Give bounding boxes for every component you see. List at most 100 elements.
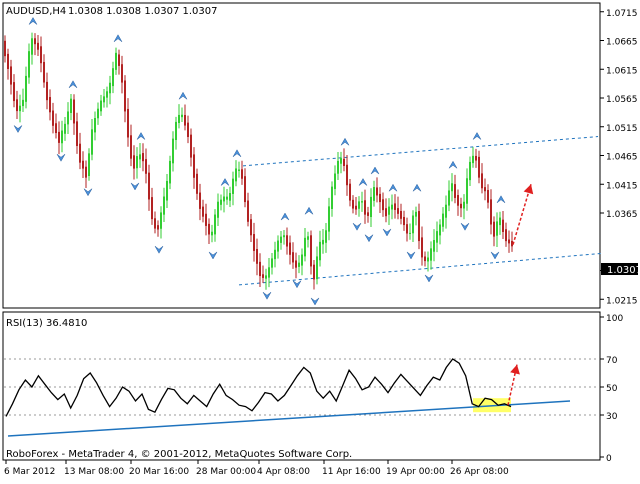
candle-body <box>322 239 324 245</box>
rsi-label: RSI(13) 36.4810 <box>6 318 87 329</box>
fractal-up-icon <box>496 195 506 203</box>
rsi-forecast-arrow <box>507 364 518 406</box>
candle-body <box>364 200 366 215</box>
fractal-down-icon <box>490 251 500 260</box>
candle-body <box>289 242 291 255</box>
candle-body <box>235 168 237 182</box>
candle-body <box>457 195 459 206</box>
candle-body <box>355 205 357 210</box>
fractal-markers <box>13 17 506 306</box>
candle-body <box>268 267 270 278</box>
candle-body <box>334 173 336 189</box>
candle-body <box>211 231 213 236</box>
candle-body <box>175 121 177 140</box>
arrowhead-icon <box>523 184 534 195</box>
candle-body <box>433 240 435 252</box>
candle-body <box>418 211 420 242</box>
candle-body <box>217 201 219 218</box>
candle-body <box>208 223 210 235</box>
candle-body <box>328 206 330 232</box>
candle-body <box>292 252 294 263</box>
candle-body <box>277 240 279 252</box>
candle-body <box>283 235 285 238</box>
candle-body <box>178 114 180 124</box>
current-price-label: 1.0307 <box>607 265 640 276</box>
fractal-down-icon <box>56 154 66 162</box>
channel-lower-line <box>238 252 604 286</box>
candle-body <box>73 99 75 124</box>
candle-body <box>499 217 501 226</box>
candle-body <box>460 203 462 209</box>
fractal-down-icon <box>130 182 140 191</box>
candle-body <box>496 221 498 236</box>
candle-body <box>187 122 189 137</box>
forecast-arrows <box>507 184 534 406</box>
candle-body <box>13 82 15 102</box>
candle-body <box>163 196 165 215</box>
candle-body <box>52 110 54 126</box>
candle-body <box>502 219 504 232</box>
candle-body <box>436 231 438 243</box>
candle-body <box>157 225 159 230</box>
candle-body <box>190 134 192 158</box>
candle-body <box>58 131 60 143</box>
fractal-down-icon <box>406 251 416 260</box>
candle-body <box>439 224 441 236</box>
candle-body <box>19 105 21 112</box>
candle-body <box>226 196 228 200</box>
candle-body <box>478 156 480 178</box>
candle-body <box>487 189 489 203</box>
candle-body <box>172 138 174 164</box>
candle-body <box>43 61 45 83</box>
rsi-panel[interactable] <box>2 311 601 461</box>
candle-body <box>109 82 111 94</box>
candle-body <box>463 201 465 209</box>
candle-body <box>325 230 327 243</box>
price-tick-label: 1.0465 <box>606 153 638 163</box>
fractal-down-icon <box>292 280 302 289</box>
copyright-footer: RoboForex - MetaTrader 4, © 2001-2012, M… <box>6 449 352 460</box>
candle-body <box>31 38 33 55</box>
candle-body <box>124 80 126 112</box>
candle-body <box>181 114 183 118</box>
fractal-up-icon <box>178 91 188 100</box>
candle-body <box>424 256 426 262</box>
candle-body <box>148 172 150 200</box>
candle-body <box>166 180 168 201</box>
candle-body <box>442 213 444 227</box>
candle-body <box>409 232 411 234</box>
candle-body <box>139 154 141 160</box>
candle-body <box>76 121 78 147</box>
candle-body <box>448 190 450 206</box>
candle-body <box>403 216 405 226</box>
candle-body <box>313 264 315 280</box>
candle-body <box>286 235 288 247</box>
candle-body <box>37 42 39 50</box>
candle-body <box>133 155 135 169</box>
candle-body <box>262 274 264 278</box>
candle-body <box>370 196 372 218</box>
fractal-down-icon <box>424 274 434 283</box>
candle-body <box>316 256 318 280</box>
candle-body <box>244 176 246 203</box>
candle-body <box>118 54 120 66</box>
candle-body <box>256 249 258 264</box>
candle-body <box>115 52 117 70</box>
time-tick-label: 26 Apr 08:00 <box>450 467 509 477</box>
candle-body <box>346 164 348 186</box>
candle-body <box>385 208 387 217</box>
fractal-up-icon <box>220 178 230 186</box>
candle-body <box>508 239 510 244</box>
candle-body <box>319 241 321 261</box>
price-tick-label: 1.0565 <box>606 95 638 105</box>
candle-body <box>271 258 273 268</box>
candle-body <box>82 160 84 169</box>
fractal-up-icon <box>68 80 78 88</box>
price-tick-label: 1.0665 <box>606 38 638 48</box>
price-tick-label: 1.0215 <box>606 296 638 306</box>
candle-body <box>397 208 399 214</box>
candle-body <box>427 257 429 262</box>
candle-body <box>454 184 456 198</box>
